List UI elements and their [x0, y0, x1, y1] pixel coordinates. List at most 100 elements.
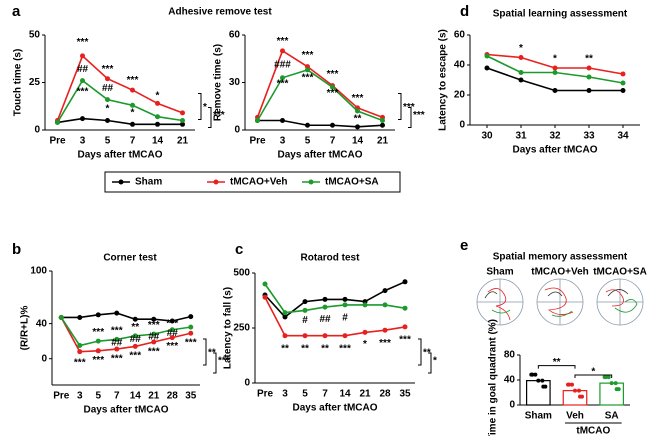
series-line — [61, 312, 191, 322]
bracket — [398, 93, 402, 120]
x-tick-label: 7 — [322, 389, 328, 400]
data-point — [342, 296, 348, 302]
significance-mark: *** — [302, 72, 314, 83]
sample-dot — [573, 388, 577, 393]
bracket — [198, 93, 202, 120]
x-tick-label: 14 — [130, 391, 142, 402]
x-tick-label: 3 — [80, 136, 86, 147]
data-point — [380, 118, 385, 123]
sample-dot — [609, 381, 614, 386]
data-point — [155, 100, 160, 106]
data-point — [188, 330, 194, 336]
bracket-label: *** — [413, 110, 425, 121]
series-line — [60, 317, 191, 347]
bracket — [408, 107, 412, 128]
data-point — [402, 279, 408, 285]
data-point — [80, 53, 85, 59]
x-tick-label: 35 — [399, 389, 411, 400]
significance-mark: *** — [148, 320, 160, 331]
x-tick-label: Pre — [53, 391, 70, 402]
chart-title: Rotarod test — [301, 253, 361, 264]
data-point — [382, 288, 388, 294]
data-point — [169, 327, 175, 333]
data-point — [322, 296, 328, 302]
sample-dot — [577, 388, 581, 393]
data-point — [342, 302, 348, 308]
data-point — [132, 343, 138, 349]
significance-mark: ## — [319, 314, 331, 325]
x-axis-label: Days after tMCAO — [77, 150, 162, 161]
x-tick-label: 31 — [515, 131, 527, 142]
significance-mark: ## — [77, 64, 89, 75]
y-tick-label: 20 — [454, 90, 466, 101]
data-point — [188, 324, 194, 330]
bracket — [418, 338, 422, 366]
significance-mark: *** — [277, 36, 289, 47]
legend-label: tMCAO+SA — [325, 177, 379, 188]
x-tick-label: Pre — [249, 136, 266, 147]
trajectory-images — [476, 278, 644, 326]
data-point — [362, 302, 368, 308]
data-point — [105, 118, 110, 123]
y-tick-label: 50 — [29, 30, 41, 41]
data-point — [302, 307, 308, 313]
chart-title: Spatial learning assessment — [493, 9, 628, 20]
x-tick-label: 7 — [114, 391, 120, 402]
data-point — [255, 118, 260, 123]
sample-dot — [606, 375, 611, 380]
significance-mark: * — [156, 90, 160, 101]
y-axis-label: (R/R+L)% — [20, 306, 31, 351]
x-tick-label: 3 — [77, 391, 83, 402]
data-point — [262, 294, 268, 300]
data-point — [114, 310, 120, 316]
bracket-label: ** — [208, 348, 216, 359]
data-point — [322, 333, 328, 339]
group-label: tMCAO — [576, 426, 610, 436]
data-point — [586, 65, 592, 71]
data-point — [188, 314, 194, 320]
bar — [599, 382, 625, 406]
data-point — [132, 333, 138, 339]
data-point — [95, 348, 101, 354]
panel-letter: e — [460, 237, 468, 254]
y-tick-label: 250 — [233, 323, 250, 334]
significance-mark: ** — [354, 114, 362, 125]
data-point — [380, 122, 385, 128]
significance-mark: *** — [148, 346, 160, 357]
chart-title: Spatial memory assessment — [493, 252, 628, 263]
x-tick-label: 3 — [282, 389, 288, 400]
bracket-label: * — [203, 102, 207, 113]
data-point — [330, 122, 335, 128]
significance-mark: ** — [321, 344, 329, 355]
x-tick-label: 35 — [185, 391, 197, 402]
significance-mark: ## — [111, 338, 123, 349]
data-point — [130, 121, 135, 127]
significance-mark: # — [302, 315, 308, 326]
x-tick-label: SA — [605, 411, 619, 422]
significance-mark: ## — [148, 331, 160, 342]
data-point — [58, 314, 64, 320]
significance-mark: * — [106, 104, 110, 115]
data-point — [330, 84, 335, 90]
x-tick-label: 28 — [167, 391, 179, 402]
data-point — [95, 338, 101, 344]
x-tick-label: Sham — [525, 411, 552, 422]
x-axis-label: Days after tMCAO — [277, 150, 362, 161]
bracket-label: * — [433, 356, 437, 367]
y-tick-label: 500 — [233, 268, 250, 279]
significance-mark: *** — [129, 351, 141, 362]
sample-dot — [536, 378, 541, 383]
sample-dot — [543, 384, 548, 389]
y-tick-label: 60 — [454, 30, 466, 41]
data-point — [620, 71, 626, 77]
significance-mark: ** — [281, 344, 289, 355]
sig-bracket — [537, 365, 576, 369]
data-point — [132, 316, 138, 322]
data-point — [169, 318, 175, 324]
y-tick-label: 0 — [509, 400, 515, 411]
series-line — [256, 49, 383, 119]
significance-mark: *** — [166, 318, 178, 329]
y-axis-label: Time in goal quadrant (%) — [488, 319, 499, 436]
panel-letter: c — [235, 241, 243, 258]
significance-mark: * — [519, 43, 523, 54]
